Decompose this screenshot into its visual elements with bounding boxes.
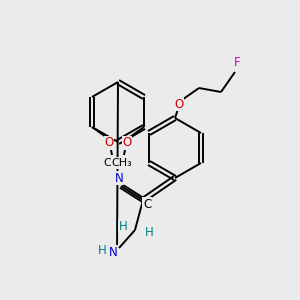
Text: H: H bbox=[98, 244, 106, 257]
Text: H: H bbox=[118, 220, 127, 232]
Text: O: O bbox=[104, 136, 114, 149]
Text: C: C bbox=[143, 197, 151, 211]
Text: N: N bbox=[115, 172, 123, 184]
Text: O: O bbox=[174, 98, 184, 110]
Text: H: H bbox=[145, 226, 153, 238]
Text: F: F bbox=[234, 56, 240, 68]
Text: CH₃: CH₃ bbox=[103, 158, 124, 168]
Text: CH₃: CH₃ bbox=[112, 158, 132, 168]
Text: N: N bbox=[109, 245, 117, 259]
Text: O: O bbox=[122, 136, 132, 149]
